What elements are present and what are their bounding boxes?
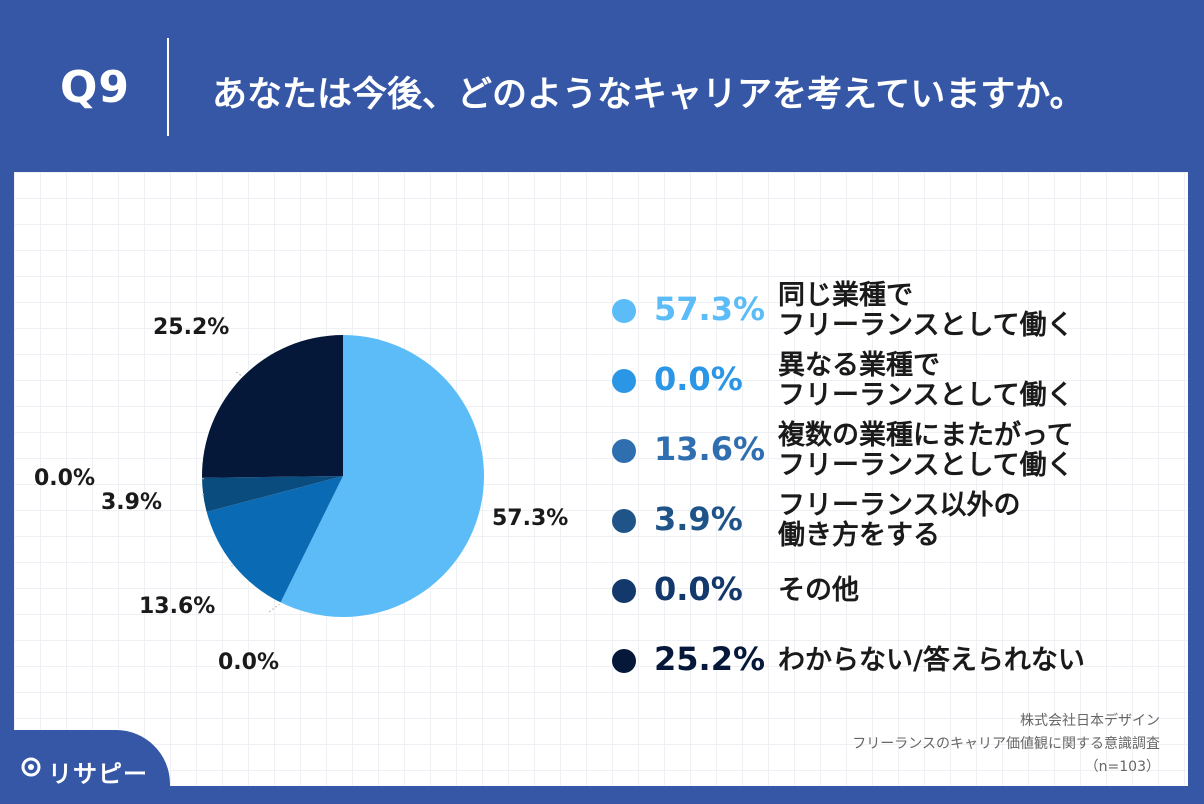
question-text: あなたは今後、どのようなキャリアを考えていますか。 — [212, 75, 1085, 115]
legend-label-line: わからない/答えられない — [778, 645, 1085, 676]
source-note: 株式会社日本デザイン フリーランスのキャリア価値観に関する意識調査 （n=103… — [852, 710, 1160, 779]
pie-leader-line — [199, 477, 205, 480]
pie-chart — [199, 335, 484, 617]
legend-dot — [612, 369, 636, 393]
pie-value-label: 13.6% — [139, 594, 216, 619]
location-pin-icon — [21, 757, 41, 777]
legend-item: 0.0% その他 — [612, 556, 1172, 626]
legend-percent: 13.6% — [654, 430, 766, 468]
pie-slice — [202, 476, 343, 512]
question-number: Q9 — [60, 62, 131, 113]
legend-dot — [612, 299, 636, 323]
source-sample-size: （n=103） — [1084, 759, 1160, 775]
legend-item: 13.6% 複数の業種にまたがって フリーランスとして働く — [612, 416, 1172, 486]
legend-percent: 3.9% — [654, 500, 743, 538]
legend-dot — [612, 439, 636, 463]
legend-label-line: フリーランスとして働く — [778, 310, 1074, 341]
legend-label: フリーランス以外の 働き方をする — [778, 491, 1020, 551]
source-company: 株式会社日本デザイン — [1020, 713, 1160, 729]
pie-leader-line — [201, 493, 205, 496]
legend-label: 異なる業種で フリーランスとして働く — [778, 351, 1074, 411]
legend-label-line: その他 — [778, 575, 859, 606]
legend-label-line: フリーランス以外の — [778, 490, 1021, 521]
pie-value-label: 0.0% — [34, 466, 96, 491]
legend-item: 3.9% フリーランス以外の 働き方をする — [612, 486, 1172, 556]
legend-percent: 0.0% — [654, 360, 743, 398]
legend-dot — [612, 579, 636, 603]
logo-tab: リサピー — [0, 730, 170, 804]
pie-value-label: 3.9% — [101, 490, 163, 515]
pie-value-label: 25.2% — [153, 315, 230, 340]
pie-leader-line — [268, 603, 280, 613]
legend-label-line: 異なる業種で — [778, 350, 940, 381]
legend-percent: 0.0% — [654, 570, 743, 608]
legend-label-line: 働き方をする — [778, 520, 940, 551]
legend-dot — [612, 509, 636, 533]
legend-percent: 57.3% — [654, 290, 766, 328]
legend-dot — [612, 649, 636, 673]
pie-leader-line — [235, 371, 242, 376]
source-survey: フリーランスのキャリア価値観に関する意識調査 — [852, 736, 1160, 752]
pie-slice — [280, 335, 484, 617]
legend-percent: 25.2% — [654, 640, 766, 678]
legend-label-line: 同じ業種で — [778, 280, 913, 311]
pie-slice — [202, 335, 343, 478]
legend-item: 25.2% わからない/答えられない — [612, 626, 1172, 696]
logo-text: リサピー — [48, 760, 148, 788]
legend-label-line: フリーランスとして働く — [778, 380, 1074, 411]
pie-value-label: 0.0% — [218, 650, 280, 675]
legend-label: その他 — [778, 576, 859, 606]
pie-value-label: 57.3% — [492, 506, 569, 531]
legend-label-line: 複数の業種にまたがって — [778, 420, 1074, 451]
legend-label-line: フリーランスとして働く — [778, 450, 1074, 481]
legend-label: わからない/答えられない — [778, 646, 1085, 676]
pie-slice — [206, 476, 343, 603]
legend-item: 57.3% 同じ業種で フリーランスとして働く — [612, 276, 1172, 346]
legend-label: 複数の業種にまたがって フリーランスとして働く — [778, 421, 1074, 481]
header: Q9 あなたは今後、どのようなキャリアを考えていますか。 — [0, 0, 1204, 172]
chart-panel: 57.3% 0.0% 13.6% 3.9% 0.0% 25.2% 57.3% 同じ業種で … — [14, 172, 1188, 786]
legend-item: 0.0% 異なる業種で フリーランスとして働く — [612, 346, 1172, 416]
header-divider — [167, 38, 169, 136]
legend-label: 同じ業種で フリーランスとして働く — [778, 281, 1074, 341]
